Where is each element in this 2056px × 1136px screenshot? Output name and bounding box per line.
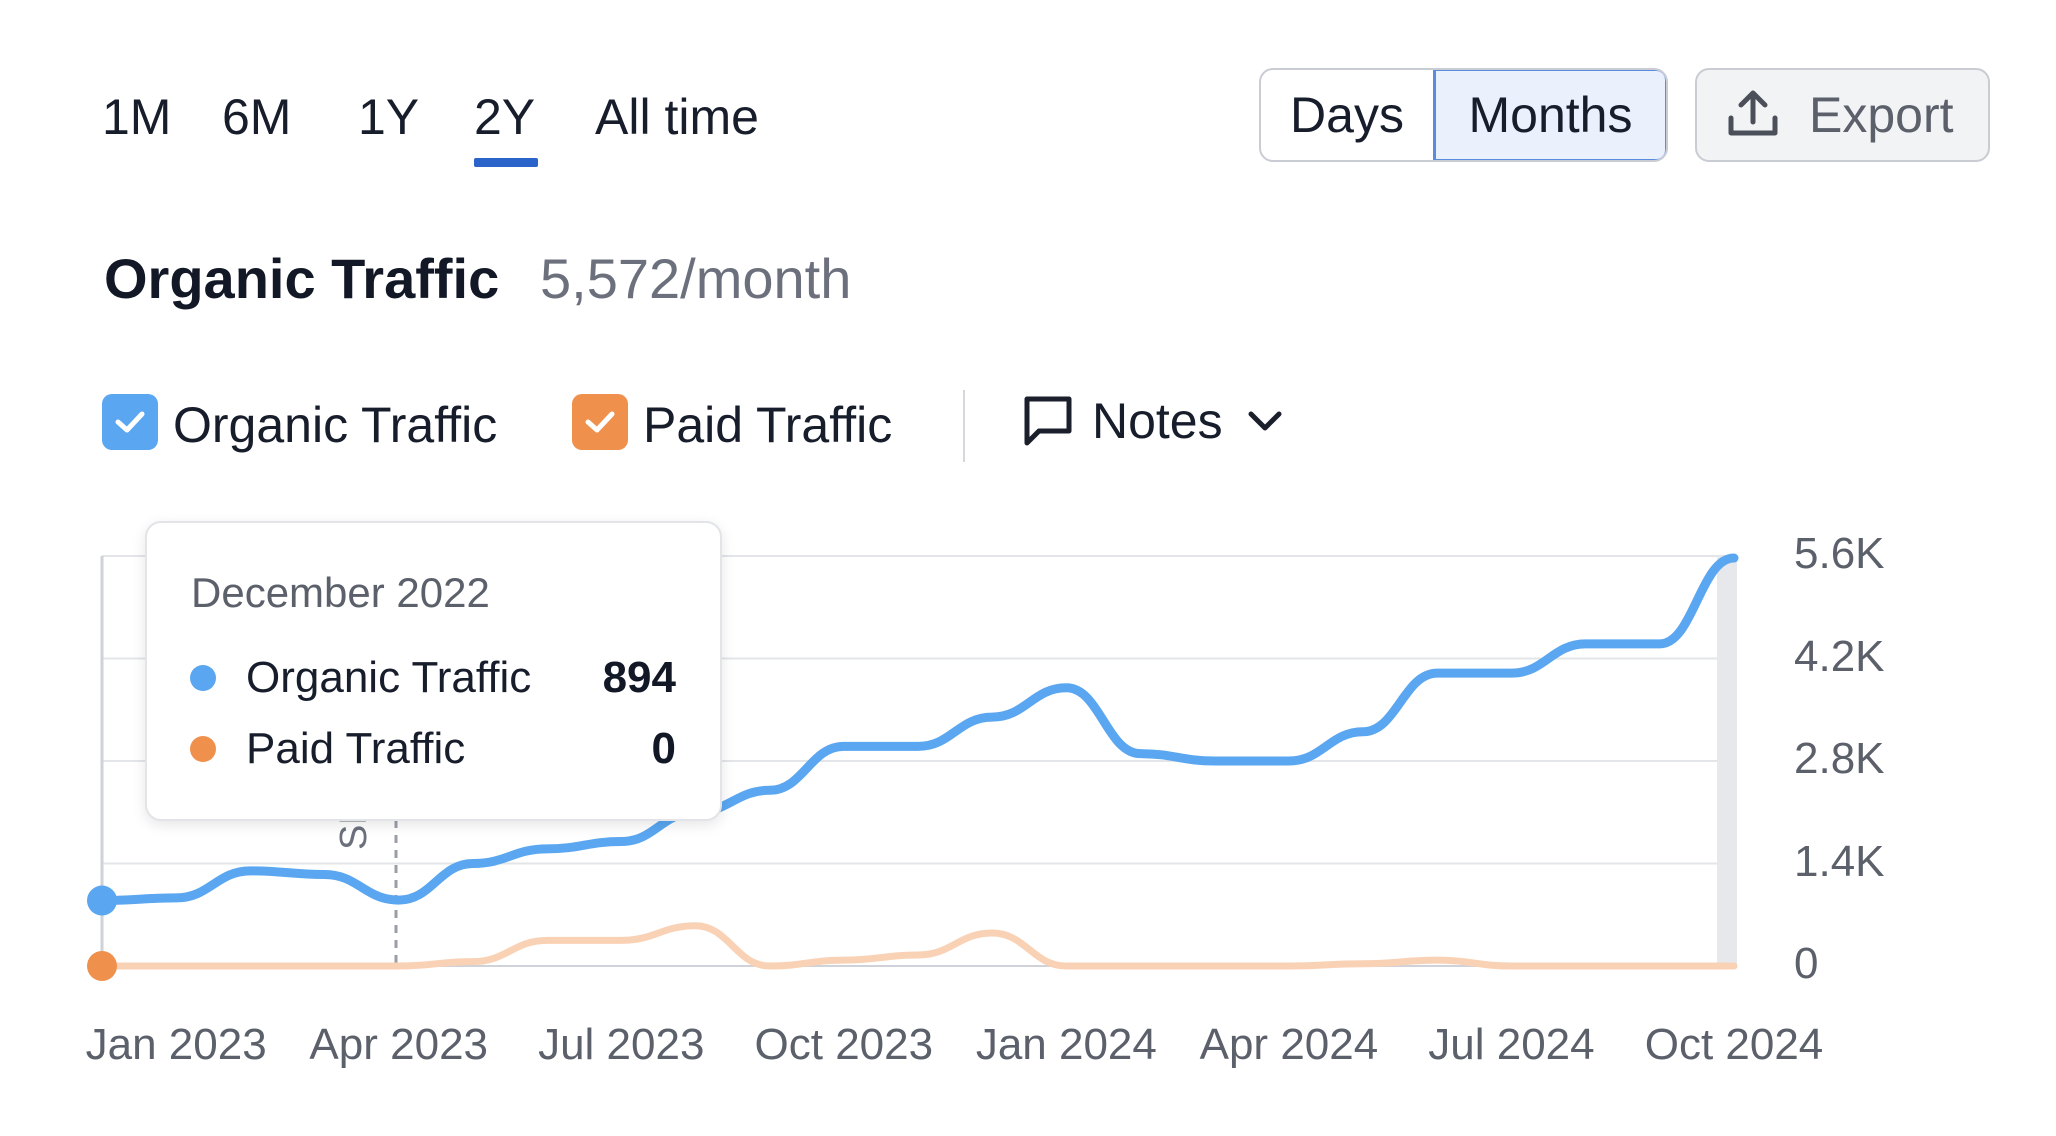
paid-traffic-legend-label: Paid Traffic [643,397,893,453]
x-tick-label: Apr 2024 [1199,1020,1379,1069]
organic-traffic-legend-label: Organic Traffic [173,397,498,453]
page-title: Organic Traffic [104,247,500,310]
notes-dropdown[interactable]: Notes [1022,392,1285,450]
range-tab-all-time[interactable]: All time [595,89,759,145]
tooltip-organic-value: 894 [602,653,676,702]
legend-divider [963,390,965,462]
x-tick-label: Jul 2023 [538,1020,705,1069]
chart-tooltip: December 2022 Organic Traffic 894 Paid T… [145,521,722,821]
organic-traffic-line [97,553,1739,906]
days-button[interactable]: Days [1290,87,1404,143]
tooltip-paid-name: Paid Traffic [246,724,466,773]
check-icon [585,411,615,433]
y-tick-label: 0 [1794,939,1819,988]
y-tick-label: 4.2K [1794,631,1885,681]
tooltip-organic-name: Organic Traffic [246,653,532,702]
paid-traffic-line [98,922,1738,970]
y-tick-label: 5.6K [1794,529,1885,578]
months-button[interactable]: Months [1433,70,1666,160]
tooltip-paid-value: 0 [651,724,676,773]
organic-traffic-marker [87,885,117,916]
paid-traffic-marker [87,951,117,981]
active-tab-underline [474,158,538,167]
y-tick-label: 2.8K [1794,734,1885,783]
x-tick-label: Jan 2023 [85,1020,267,1069]
x-tick-label: Apr 2023 [309,1020,489,1069]
tooltip-organic-dot [190,665,216,691]
range-tab-6m[interactable]: 6M [222,89,292,145]
notes-label: Notes [1092,393,1223,449]
check-icon [115,411,145,433]
export-button[interactable]: Export [1695,68,1990,162]
range-tab-1m[interactable]: 1M [102,89,172,145]
range-tab-2y[interactable]: 2Y [474,89,536,145]
paid-traffic-checkbox[interactable] [572,394,628,450]
organic-traffic-checkbox[interactable] [102,394,158,450]
tooltip-paid-dot [190,736,216,762]
traffic-value: 5,572/month [540,247,852,310]
y-tick-label: 1.4K [1794,836,1885,886]
x-tick-label: Jul 2024 [1428,1020,1595,1069]
x-tick-label: Oct 2024 [1644,1020,1824,1069]
hover-band [1717,556,1737,966]
range-tab-1y[interactable]: 1Y [358,89,420,145]
chevron-down-icon [1248,411,1282,431]
upload-icon [1727,88,1779,143]
export-label: Export [1809,87,1954,143]
tooltip-date: December 2022 [191,569,490,616]
x-tick-label: Oct 2023 [754,1020,934,1069]
granularity-toggle: Days Months [1259,68,1668,162]
comment-icon [1024,396,1072,446]
x-tick-label: Jan 2024 [975,1020,1157,1069]
